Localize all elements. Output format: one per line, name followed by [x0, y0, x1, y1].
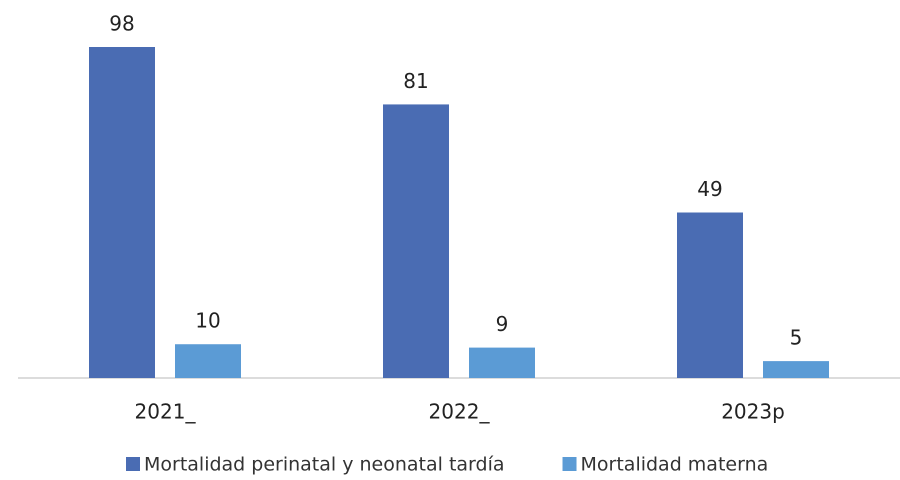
bar: [763, 361, 829, 378]
data-label: 81: [403, 69, 428, 93]
x-tick-label: 2022_: [429, 400, 491, 424]
data-label: 10: [195, 309, 220, 333]
legend-label: Mortalidad materna: [581, 454, 769, 476]
legend-swatch: [126, 457, 140, 471]
legend-label: Mortalidad perinatal y neonatal tardía: [144, 454, 505, 476]
bar: [89, 47, 155, 378]
legend-swatch: [562, 457, 577, 471]
legend: Mortalidad perinatal y neonatal tardía Mo…: [126, 454, 768, 476]
data-label: 98: [109, 12, 134, 36]
data-label: 9: [496, 312, 509, 336]
x-tick-label: 2021_: [135, 400, 197, 424]
bar: [469, 347, 535, 378]
bar: [383, 104, 449, 378]
bar: [677, 212, 743, 378]
data-label: 49: [697, 177, 722, 201]
data-label: 5: [790, 326, 803, 350]
bar: [175, 344, 241, 378]
x-tick-label: 2023p: [721, 400, 785, 424]
